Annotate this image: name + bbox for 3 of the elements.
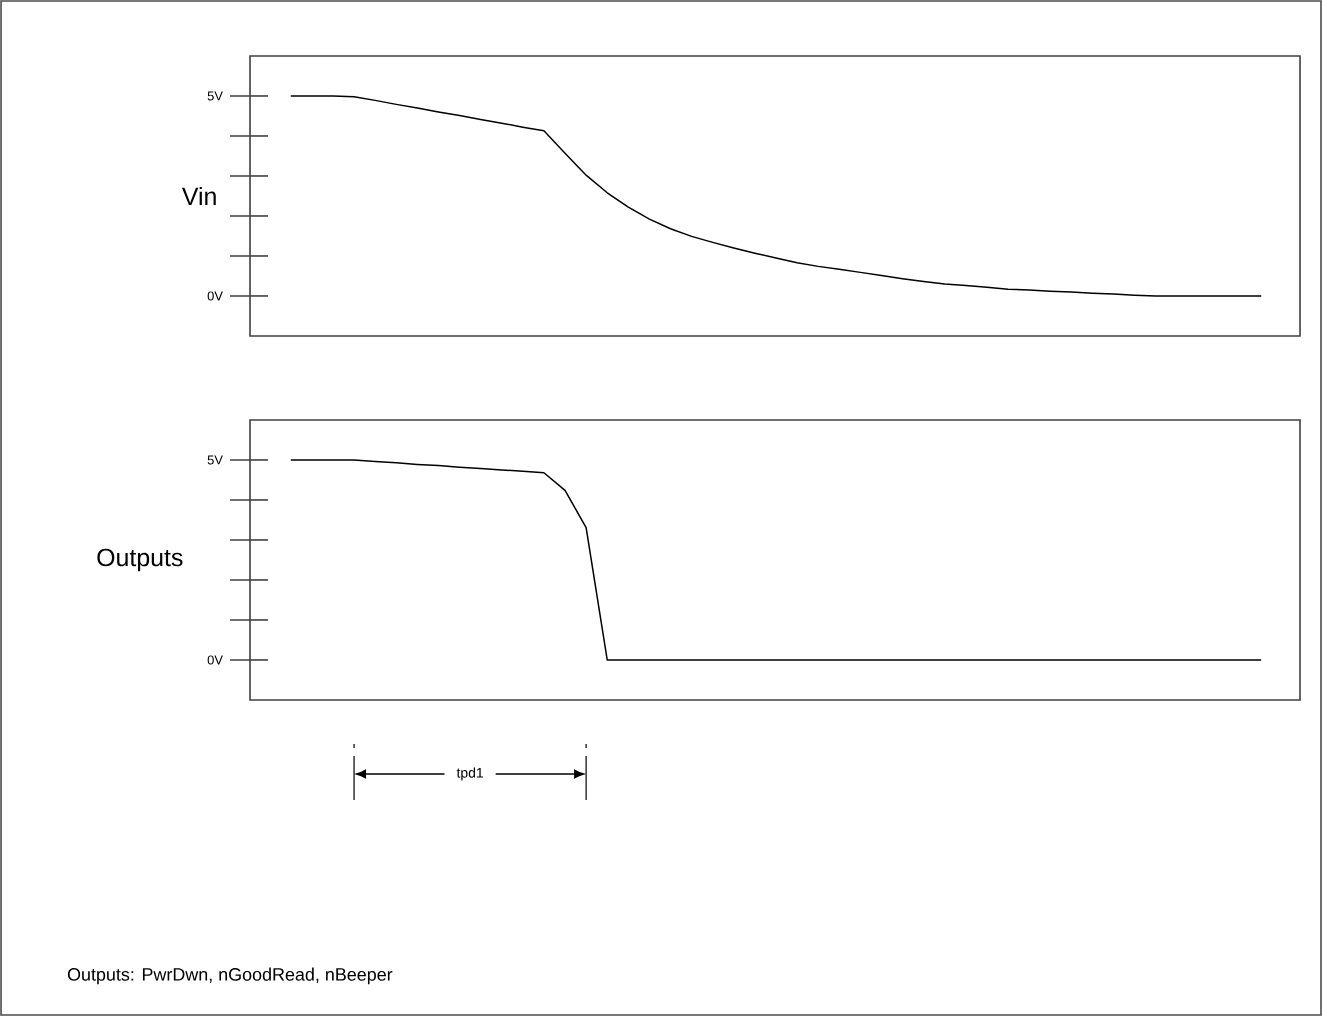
y-axis-title: Outputs [97,548,183,572]
text: Outputs: PwrDwn, nGoodRead, nBeeper [67,967,393,985]
y-axis-title: Vin [181,186,216,205]
